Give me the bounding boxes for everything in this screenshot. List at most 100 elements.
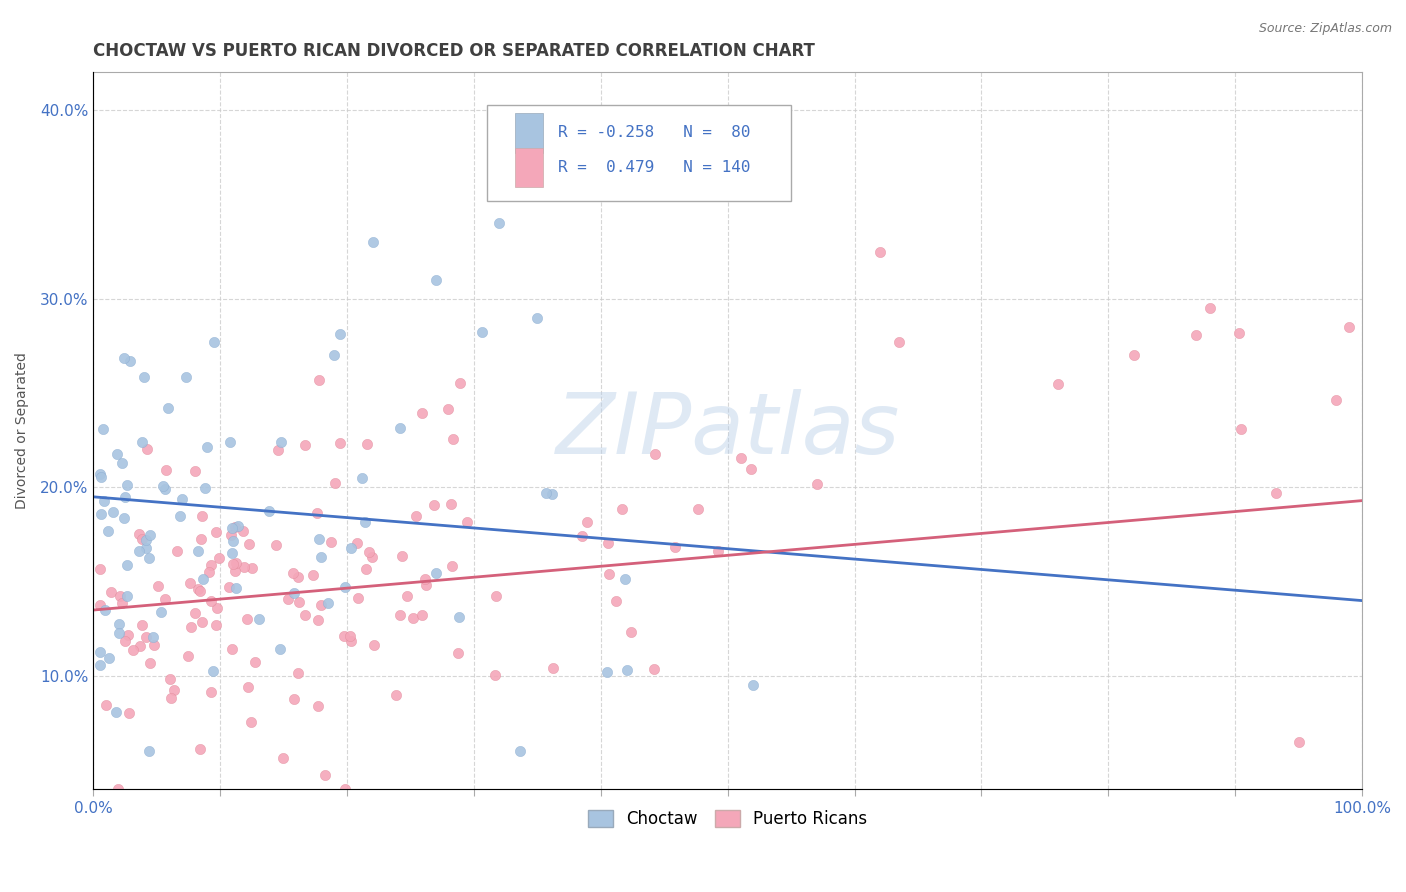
Point [110,589,132,603]
Point [340,634,363,648]
Point [195,440,218,454]
Point [180,620,202,634]
Point [1227,326,1250,340]
Point [363,638,385,652]
Point [357,545,380,559]
Point [148,579,170,593]
Point [135,630,157,644]
Point [219,434,242,449]
Point [686,502,709,516]
Point [277,592,299,607]
Point [1288,735,1310,749]
Point [401,611,423,625]
Point [869,244,891,259]
Point [108,617,131,632]
Point [425,566,447,581]
Point [152,478,174,492]
Point [201,664,224,678]
Point [614,572,637,586]
Point [105,447,128,461]
Point [239,715,262,730]
Point [105,705,128,719]
Point [128,526,150,541]
Point [110,596,132,610]
Point [534,486,557,500]
Point [266,538,288,552]
Point [540,486,562,500]
Point [208,551,231,566]
Point [1046,376,1069,391]
Point [226,518,249,533]
FancyBboxPatch shape [515,113,543,153]
Point [257,504,280,518]
Point [176,649,198,664]
Point [319,535,342,549]
Point [194,482,217,496]
Point [184,606,207,620]
Point [571,529,593,543]
Point [598,566,620,581]
Text: CHOCTAW VS PUERTO RICAN DIVORCED OR SEPARATED CORRELATION CHART: CHOCTAW VS PUERTO RICAN DIVORCED OR SEPA… [93,42,815,60]
Point [356,562,378,576]
Point [240,560,263,574]
Point [389,607,412,622]
Point [283,586,305,600]
Point [308,533,330,547]
Point [225,581,247,595]
Point [740,462,762,476]
Point [294,608,316,623]
Point [308,373,330,387]
Point [138,551,160,566]
Point [191,615,214,630]
Point [742,677,765,691]
Point [174,370,197,384]
Legend: Choctaw, Puerto Ricans: Choctaw, Puerto Ricans [582,803,875,835]
Point [117,589,139,603]
Point [89,598,111,612]
Point [307,613,329,627]
Point [91,422,114,436]
Point [118,354,141,368]
Point [287,666,309,681]
Point [135,541,157,556]
Point [360,549,382,564]
Point [221,545,243,559]
Point [575,515,598,529]
Point [200,594,222,608]
Point [339,630,361,644]
Point [440,497,463,511]
Text: R =  0.479   N = 140: R = 0.479 N = 140 [558,160,751,175]
Point [94,603,117,617]
Point [288,595,311,609]
Point [247,612,270,626]
Point [644,447,666,461]
Point [354,515,377,529]
Point [112,351,135,365]
Point [138,744,160,758]
Point [266,442,288,457]
Point [887,334,910,349]
Point [114,490,136,504]
Point [163,683,186,698]
Point [128,640,150,654]
Point [323,348,346,362]
Point [294,438,316,452]
Point [425,273,447,287]
Point [449,376,471,391]
Point [441,558,464,573]
Point [169,508,191,523]
Point [238,536,260,550]
Point [509,744,531,758]
Point [456,515,478,529]
Point [93,494,115,508]
Point [202,334,225,349]
Text: ZIPatlas: ZIPatlas [555,389,900,473]
Point [183,464,205,478]
Point [361,235,384,250]
Point [447,610,470,624]
Point [314,768,336,782]
Point [94,698,117,713]
Point [187,582,209,596]
Point [415,573,437,587]
Text: Source: ZipAtlas.com: Source: ZipAtlas.com [1258,22,1392,36]
